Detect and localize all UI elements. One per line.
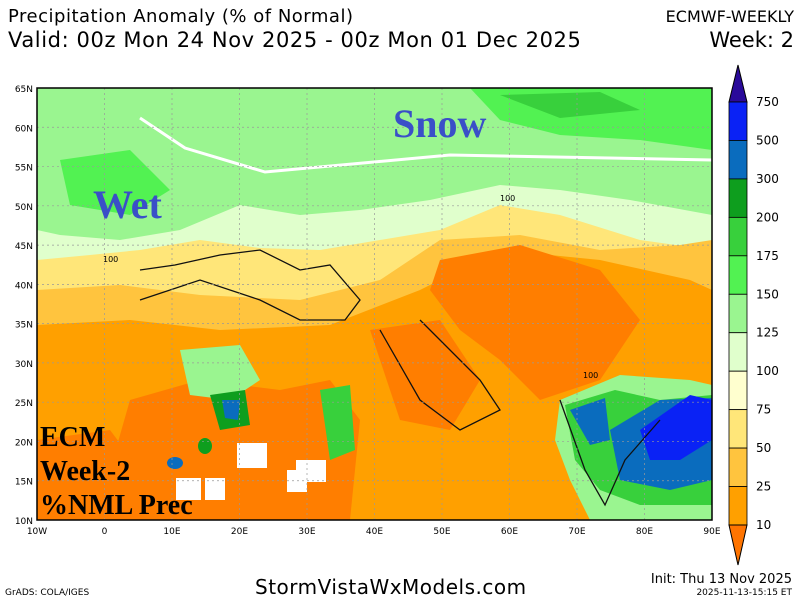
- lon-label: 10E: [163, 527, 180, 537]
- contour-label: 100: [583, 371, 598, 380]
- site-link[interactable]: StormVistaWxModels.com: [255, 575, 527, 599]
- colorbar-label: 75: [756, 403, 771, 417]
- lat-label: 35N: [15, 321, 33, 331]
- ecm-label-line2: Week-2: [40, 456, 130, 487]
- lon-label: 80E: [636, 527, 653, 537]
- map-fill: [37, 88, 712, 520]
- latitude-labels: 65N 60N 55N 50N 45N 40N 35N 30N 25N 20N 15N 10N: [15, 85, 33, 527]
- timestamp: 2025-11-13-15:15 ET: [696, 588, 792, 598]
- longitude-labels: 10W 0 10E 20E 30E 40E 50E 60E 70E 80E 90E: [27, 527, 721, 537]
- map-title: Precipitation Anomaly (% of Normal): [8, 6, 354, 27]
- colorbar-segment: [728, 216, 748, 257]
- lon-label: 60E: [501, 527, 518, 537]
- ecm-label-line3: %NML Prec: [40, 490, 193, 521]
- india-coast: [559, 399, 661, 507]
- lat-label: 30N: [15, 360, 33, 370]
- lat-label: 25N: [15, 399, 33, 409]
- colorbar-segment: [728, 293, 748, 334]
- colorbar-segment: [728, 409, 748, 449]
- contour-label: 100: [500, 194, 515, 203]
- lon-label: 50E: [433, 527, 450, 537]
- colorbar-segment: [728, 255, 748, 295]
- map-grid: [37, 88, 712, 520]
- lat-label: 50N: [15, 203, 33, 213]
- wet-annotation: Wet: [93, 182, 163, 227]
- week-label: Week: 2: [709, 28, 794, 52]
- init-time: Init: Thu 13 Nov 2025: [650, 572, 792, 587]
- colorbar-segment: [728, 486, 748, 526]
- lon-label: 30E: [298, 527, 315, 537]
- lon-label: 0: [102, 527, 108, 537]
- colorbar-label: 50: [756, 441, 771, 455]
- lat-label: 20N: [15, 438, 33, 448]
- lat-label: 40N: [15, 281, 33, 291]
- colorbar-segment: [728, 332, 748, 372]
- colorbar-segment: [728, 178, 748, 218]
- colorbar-label: 750: [756, 95, 779, 109]
- colorbar-label: 150: [756, 287, 779, 301]
- colorbar-label: 175: [756, 249, 779, 263]
- colorbar-label: 500: [756, 133, 779, 147]
- colorbar: 750 500 300 200 175 150 125 100 75 50 25 10: [728, 64, 779, 566]
- lon-label: 10W: [27, 527, 47, 537]
- valid-period: Valid: 00z Mon 24 Nov 2025 - 00z Mon 01 …: [8, 28, 582, 52]
- arabia-coast: [379, 319, 501, 431]
- colorbar-segment: [728, 101, 748, 141]
- colorbar-top-arrow: [728, 64, 748, 103]
- snow-line: [139, 116, 712, 174]
- colorbar-bottom-arrow: [728, 524, 748, 566]
- model-name: ECMWF-WEEKLY: [665, 7, 794, 26]
- lon-label: 70E: [568, 527, 585, 537]
- grads-credit: GrADS: COLA/IGES: [5, 588, 90, 598]
- lon-label: 20E: [231, 527, 248, 537]
- lat-label: 15N: [15, 478, 33, 488]
- contour-label: 100: [103, 255, 118, 264]
- lon-label: 40E: [366, 527, 383, 537]
- colorbar-label: 300: [756, 172, 779, 186]
- lon-label: 90E: [703, 527, 720, 537]
- colorbar-label: 100: [756, 364, 779, 378]
- lat-label: 10N: [15, 517, 33, 527]
- colorbar-segment: [728, 370, 748, 411]
- colorbar-segment: [728, 140, 748, 180]
- ecm-label-line1: ECM: [40, 422, 105, 453]
- lat-label: 65N: [15, 85, 33, 95]
- colorbar-label: 200: [756, 210, 779, 224]
- colorbar-label: 25: [756, 480, 771, 494]
- snow-annotation: Snow: [393, 101, 486, 146]
- lat-label: 60N: [15, 124, 33, 134]
- colorbar-label: 125: [756, 326, 779, 340]
- lat-label: 55N: [15, 164, 33, 174]
- mediterranean-coast: [139, 249, 361, 321]
- lat-label: 45N: [15, 242, 33, 252]
- colorbar-label: 10: [756, 518, 771, 532]
- map-frame: [36, 87, 713, 521]
- colorbar-segment: [728, 447, 748, 487]
